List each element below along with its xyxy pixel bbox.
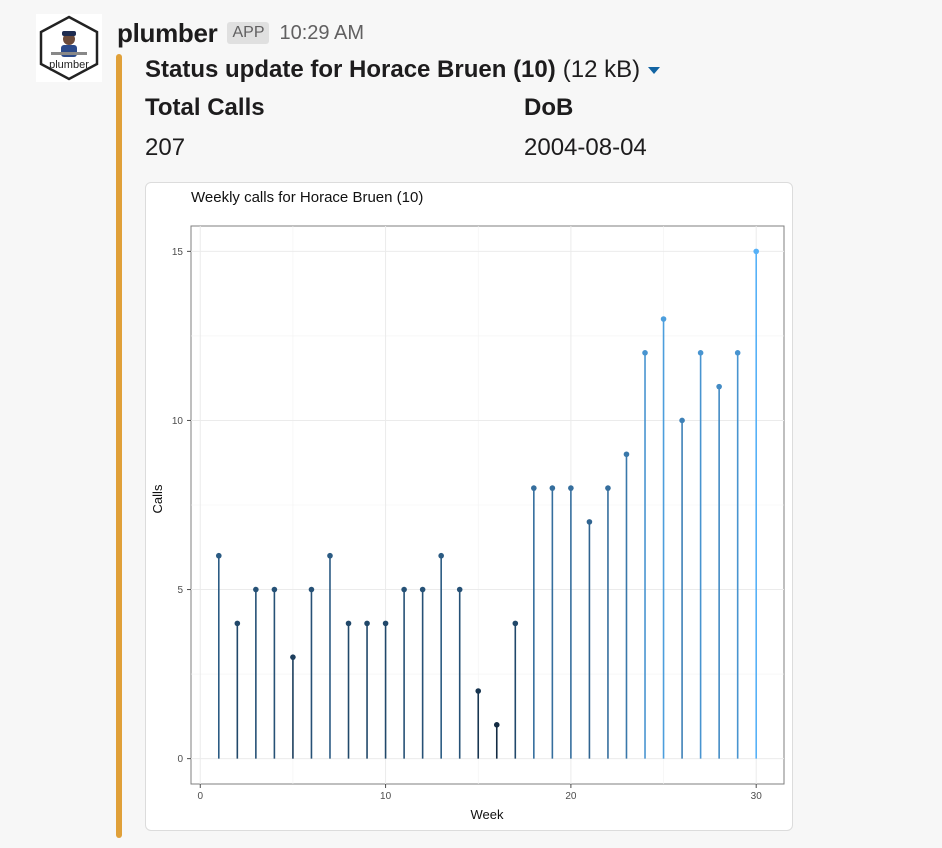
data-point [456,586,463,593]
attachment-accent-bar [116,54,122,838]
data-point [271,586,278,593]
chart-svg: Weekly calls for Horace Bruen (10) 0 10 20… [150,189,785,822]
y-tick-label: 10 [172,416,184,427]
data-point [568,485,574,491]
data-point [623,451,630,458]
y-tick-label: 0 [177,754,183,765]
data-point [753,248,760,255]
plumber-avatar[interactable]: plumber [36,14,102,82]
caret-down-icon[interactable] [648,66,661,74]
data-point [215,552,222,559]
data-point [605,485,611,491]
data-point [586,519,593,525]
data-point [512,620,519,627]
data-point [660,316,667,322]
data-point [401,586,407,593]
x-tick-label: 20 [565,791,577,802]
data-point [308,586,315,593]
chart-image[interactable]: Weekly calls for Horace Bruen (10) 0 10 20… [145,182,793,831]
data-point [327,552,333,559]
chart-title: Weekly calls for Horace Bruen (10) [191,189,423,206]
data-point [475,688,482,694]
field-dob: DoB 2004-08-04 [524,94,647,162]
field-label: DoB [524,94,574,121]
data-point [290,654,296,660]
message-header: plumber APP 10:29 AM [117,16,364,50]
field-label: Total Calls [145,94,265,121]
attachment-title[interactable]: Status update for Horace Bruen (10) (12 … [145,56,661,84]
data-point [679,417,685,424]
data-point [734,350,741,356]
data-point [364,620,370,627]
data-point [493,722,500,728]
data-point [419,586,426,593]
field-total-calls: Total Calls 207 [145,94,265,162]
avatar-label: plumber [49,59,89,71]
data-point [716,383,722,390]
message-timestamp[interactable]: 10:29 AM [279,21,364,44]
y-tick-label: 15 [172,247,184,258]
attachment-title-text: Status update for Horace Bruen (10) [145,56,556,83]
data-point [382,620,389,627]
data-point [345,620,352,627]
data-point [697,350,704,356]
data-point [234,620,241,627]
field-value: 2004-08-04 [524,134,647,161]
app-badge: APP [227,22,270,44]
y-axis-label: Calls [150,484,165,513]
field-value: 207 [145,134,186,161]
data-point [438,552,444,559]
y-tick-label: 5 [177,585,183,596]
data-point [642,350,648,356]
x-tick-label: 0 [197,791,203,802]
data-point [549,485,556,491]
file-size: (12 kB) [562,56,641,83]
x-tick-label: 10 [380,791,392,802]
x-axis-label: Week [471,807,504,822]
x-tick-label: 30 [751,791,763,802]
bot-name[interactable]: plumber [117,17,218,48]
data-point [253,586,259,593]
data-point [531,485,537,491]
